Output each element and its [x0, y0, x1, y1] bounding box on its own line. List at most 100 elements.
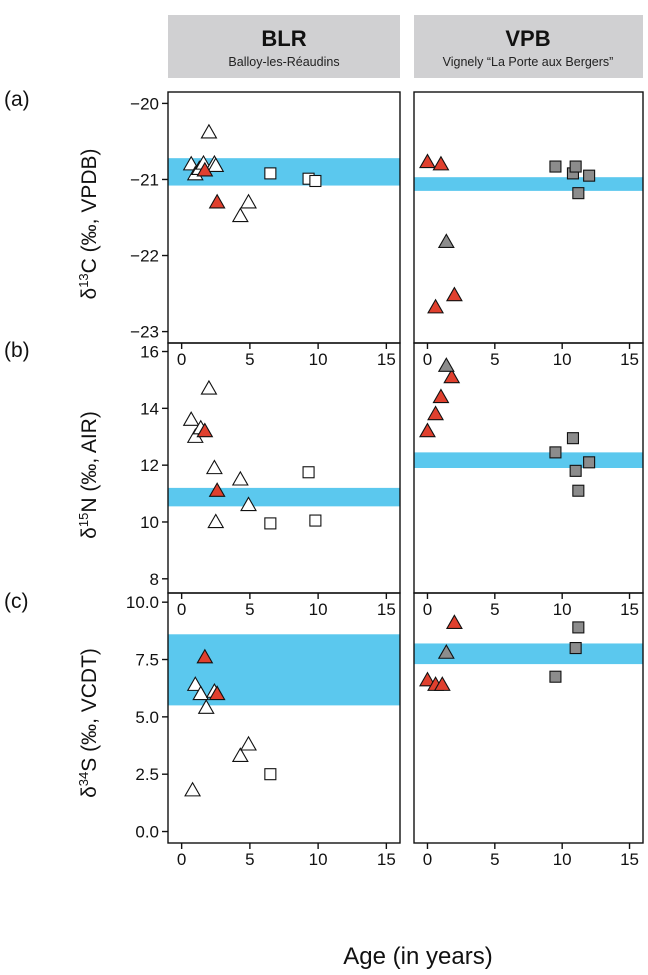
x-tick-label: 0	[177, 350, 186, 369]
panel-label-b: (b)	[4, 339, 30, 362]
y-tick-label: 10.0	[126, 593, 159, 612]
x-tick-label: 0	[423, 850, 432, 869]
y-tick-label: −21	[130, 170, 159, 189]
y-tick-label: 10	[140, 513, 159, 532]
data-point-triangle-white	[197, 699, 215, 714]
header-blr: BLR Balloy-les-Réaudins	[168, 15, 400, 78]
data-point-triangle-white	[240, 193, 257, 209]
x-tick-label: 10	[553, 350, 572, 369]
data-point-square-white	[264, 768, 277, 781]
header-blr-site-code: BLR	[261, 26, 306, 51]
x-tick-label: 0	[177, 600, 186, 619]
plot-panels: 0 5 10 15−23−22−21−200 5 10 150 5 10 158101214160…	[126, 91, 644, 869]
mean-band	[414, 643, 643, 665]
header-vpb-background	[414, 15, 643, 78]
x-tick-label: 10	[309, 850, 328, 869]
y-tick-label: 2.5	[135, 765, 159, 784]
data-point-triangle-red	[196, 422, 214, 438]
data-point-triangle-red	[433, 676, 451, 691]
panel-a-blr: 0 5 10 15 −23 −22 −21 −20	[130, 91, 401, 369]
y-tick-label: 7.5	[135, 651, 159, 670]
y-tick-label: 14	[140, 399, 159, 418]
data-point-square-grey	[569, 464, 582, 477]
data-point-triangle-red	[445, 614, 463, 629]
x-tick-label: 10	[309, 600, 328, 619]
data-point-triangle-grey	[437, 233, 455, 249]
data-point-square-white	[309, 174, 322, 188]
data-point-triangle-white	[184, 781, 202, 797]
panel-a-vpb: 0 5 10 15	[413, 91, 644, 369]
x-tick-label: 5	[245, 350, 254, 369]
y-tick-label: −20	[130, 94, 159, 113]
mean-band	[414, 177, 643, 191]
data-point-square-grey	[569, 641, 582, 655]
data-point-square-grey	[583, 456, 596, 469]
data-point-square-white	[302, 466, 315, 479]
data-point-triangle-grey	[437, 644, 455, 659]
y-tick-label: 16	[140, 343, 159, 362]
data-point-triangle-white	[231, 747, 249, 763]
x-tick-label: 15	[377, 600, 396, 619]
data-point-square-grey	[572, 187, 585, 200]
data-point-triangle-white	[192, 685, 210, 701]
data-point-triangle-red	[419, 671, 436, 687]
data-point-triangle-white	[182, 411, 200, 426]
mean-band	[168, 634, 400, 706]
x-tick-label: 0	[177, 850, 186, 869]
panel-c-vpb: 0 5 10 15	[413, 592, 644, 869]
x-tick-label: 10	[309, 350, 328, 369]
data-point-triangle-red	[208, 193, 226, 209]
y-tick-label: 0.0	[135, 823, 159, 842]
data-point-square-grey	[549, 670, 562, 683]
data-point-triangle-red	[445, 286, 463, 302]
y-axis-label-d13c: δ13C (‰, VPDB)	[76, 148, 101, 299]
data-point-triangle-white	[200, 379, 218, 395]
data-point-square-grey	[549, 160, 562, 173]
header-vpb-site-code: VPB	[505, 26, 550, 51]
y-tick-label: 8	[150, 570, 159, 589]
x-tick-label: 5	[245, 600, 254, 619]
data-point-triangle-red	[432, 155, 450, 171]
y-tick-label: −23	[130, 323, 159, 342]
data-point-triangle-white	[200, 123, 218, 139]
x-tick-label: 15	[377, 850, 396, 869]
data-point-triangle-red	[419, 153, 436, 169]
data-point-triangle-white	[231, 207, 249, 223]
mean-band	[414, 452, 643, 468]
data-point-triangle-white	[240, 735, 257, 751]
x-tick-label: 15	[620, 600, 639, 619]
panel-label-c: (c)	[4, 590, 29, 613]
y-tick-label: −22	[130, 247, 159, 266]
plot-frame	[167, 592, 401, 844]
y-tick-label: 12	[140, 456, 159, 475]
data-point-triangle-red	[432, 388, 450, 404]
header-blr-site-name: Balloy-les-Réaudins	[228, 55, 339, 69]
x-tick-label: 5	[490, 850, 499, 869]
plot-frame	[167, 91, 401, 344]
x-tick-label: 10	[553, 850, 572, 869]
mean-band	[168, 487, 400, 507]
data-point-triangle-red	[427, 298, 445, 314]
y-axis-label-d15n: δ15N (‰, AIR)	[76, 411, 101, 539]
plot-frame	[413, 592, 644, 844]
data-point-square-grey	[549, 446, 562, 459]
header-blr-background	[168, 15, 400, 78]
data-point-triangle-white	[186, 676, 204, 691]
data-point-square-white	[309, 514, 322, 527]
data-point-triangle-white	[207, 157, 225, 172]
x-tick-label: 10	[553, 600, 572, 619]
data-point-square-grey	[566, 432, 580, 445]
plot-frame	[413, 91, 644, 344]
data-point-triangle-red	[208, 482, 226, 497]
x-tick-label: 5	[245, 850, 254, 869]
data-point-triangle-red	[427, 405, 445, 421]
x-tick-label: 0	[423, 350, 432, 369]
x-tick-label: 15	[377, 350, 396, 369]
data-point-triangle-red	[196, 648, 214, 664]
panel-label-a: (a)	[4, 88, 30, 111]
data-point-triangle-white	[207, 513, 225, 529]
header-vpb-site-name: Vignely “La Porte aux Bergers”	[443, 55, 614, 69]
header-vpb: VPB Vignely “La Porte aux Bergers”	[414, 15, 643, 78]
panel-b-blr: 0 5 10 15 8 10 12 14 16	[140, 342, 401, 619]
